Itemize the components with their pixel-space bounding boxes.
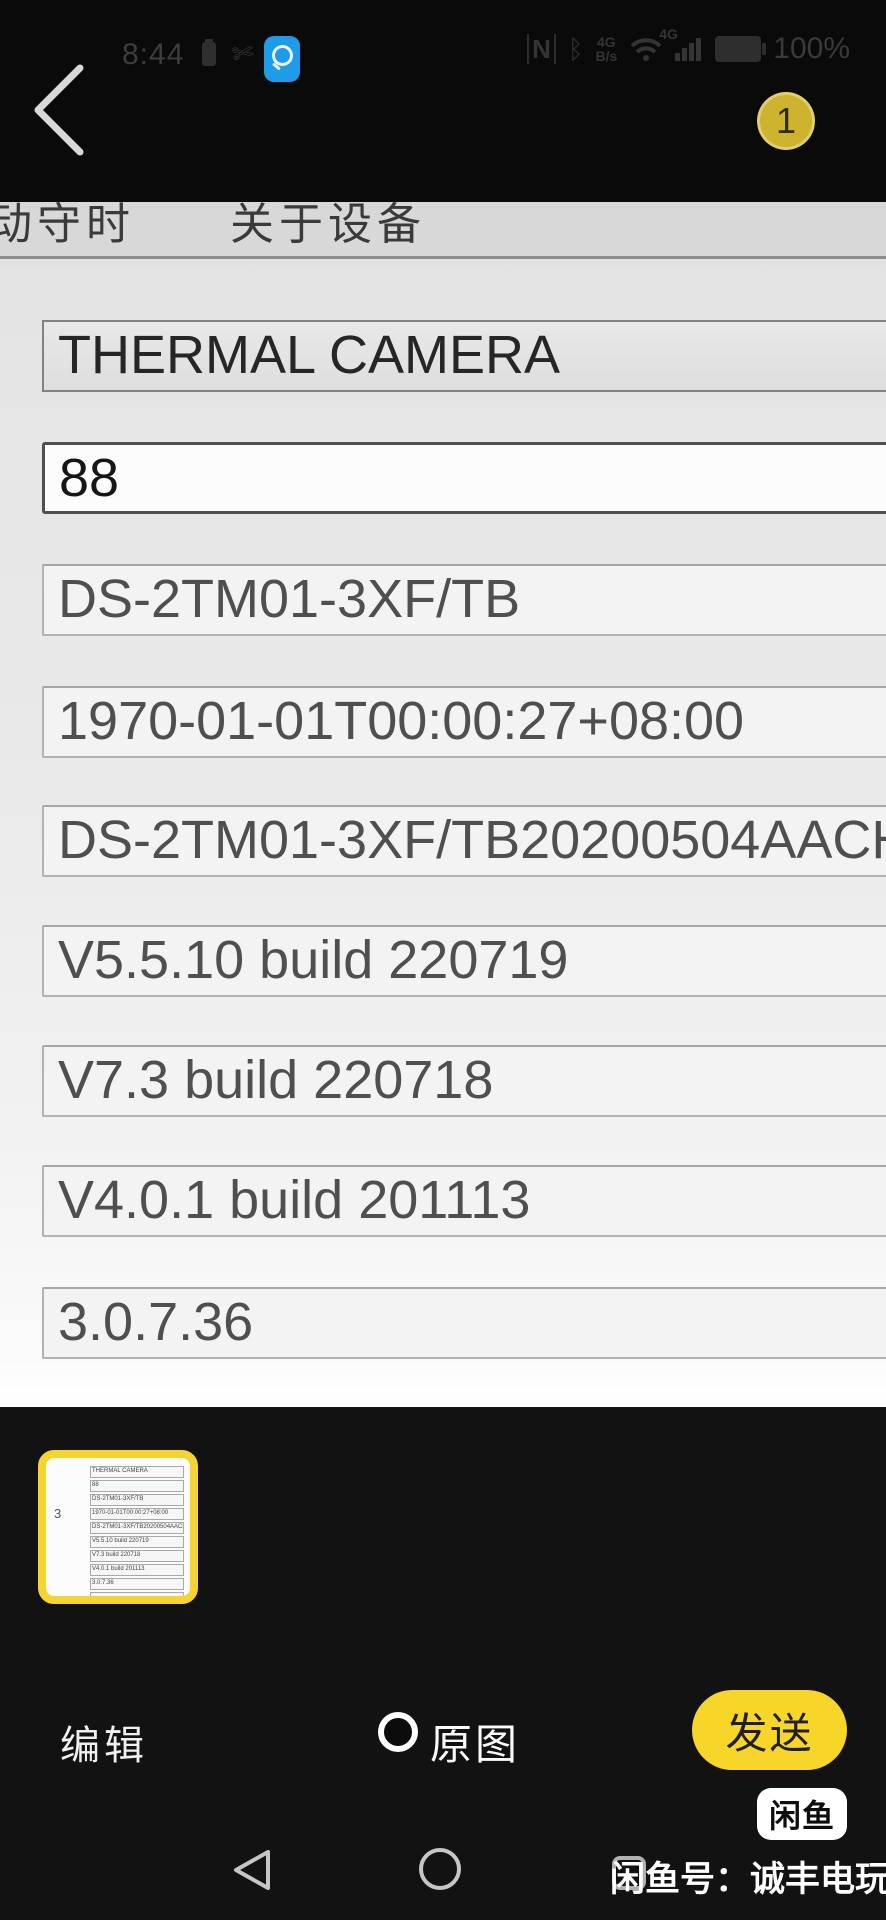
clock: 8:44 [122, 38, 185, 71]
photo-field-device-no: 88 [42, 442, 886, 514]
photo-field-device-name: THERMAL CAMERA [42, 320, 886, 392]
signal-bars-icon: 4G [659, 26, 703, 61]
photo-tab-about-device: 关于设备 [230, 202, 426, 249]
thumbnail-content: THERMAL CAMERA 88 DS-2TM01-3XF/TB 1970-0… [90, 1466, 184, 1596]
recents-icon[interactable] [612, 1856, 646, 1890]
speed-bottom: B/s [595, 48, 618, 64]
battery-percent: 100% [773, 32, 850, 65]
search-icon[interactable] [264, 36, 300, 82]
photo-page-header: 动守时 关于设备 [0, 202, 886, 256]
data-speed-icon: 4G B/s [595, 35, 617, 63]
bluetooth-icon: ᛒ [567, 33, 584, 64]
thumb-line: 88 [90, 1480, 184, 1492]
status-icons: N ᛒ 4G B/s 4G 100% [527, 26, 850, 70]
scissors-icon: ✄ [229, 36, 257, 70]
photo-tab-timing: 动守时 [0, 202, 135, 249]
watermark-text: 闲鱼号：诚丰电玩 [610, 1860, 886, 1899]
thumb-line [90, 1592, 184, 1596]
thumb-line: 3.0.7.36 [90, 1578, 184, 1590]
selected-thumbnail[interactable]: 3 THERMAL CAMERA 88 DS-2TM01-3XF/TB 1970… [38, 1450, 198, 1604]
magnifier-lens [272, 45, 293, 66]
android-home-icon[interactable] [419, 1848, 461, 1890]
original-radio[interactable] [378, 1712, 418, 1752]
photo-field-timestamp: 1970-01-01T00:00:27+08:00 [42, 686, 886, 758]
battery-icon [715, 36, 767, 62]
photo-field-firmware-version: V5.5.10 build 220719 [42, 925, 886, 997]
photo-field-plugin-version: 3.0.7.36 [42, 1287, 886, 1359]
xianyu-logo: 闲鱼 [757, 1788, 847, 1840]
bottom-panel: 3 THERMAL CAMERA 88 DS-2TM01-3XF/TB 1970… [0, 1407, 886, 1920]
selected-count-badge[interactable]: 1 [757, 92, 815, 150]
original-label[interactable]: 原图 [430, 1721, 521, 1768]
thumb-line: DS-2TM01-3XF/TB20200504AACH [90, 1522, 184, 1534]
mini-battery-icon [202, 39, 216, 66]
photo-field-web-version: V4.0.1 build 201113 [42, 1165, 886, 1237]
thumb-line: V5.5.10 build 220719 [90, 1536, 184, 1548]
wifi-icon [630, 38, 662, 61]
back-icon[interactable] [28, 60, 94, 160]
network-type: 4G [659, 25, 678, 42]
edit-button[interactable]: 编辑 [60, 1724, 148, 1768]
speed-top: 4G [597, 34, 616, 50]
android-back-icon[interactable] [226, 1846, 276, 1894]
thumbnail-marker: 3 [54, 1506, 62, 1521]
send-button[interactable]: 发送 [692, 1690, 847, 1770]
thumb-line: V4.0.1 build 201113 [90, 1564, 184, 1576]
thumb-line: DS-2TM01-3XF/TB [90, 1494, 184, 1506]
photo-field-serial: DS-2TM01-3XF/TB20200504AACH [42, 805, 886, 877]
photo-field-encoding-version: V7.3 build 220718 [42, 1045, 886, 1117]
status-bar: 8:44 ✄ N ᛒ 4G B/s 4G 100% [0, 0, 886, 82]
photo-field-model: DS-2TM01-3XF/TB [42, 564, 886, 636]
thumb-line: THERMAL CAMERA [90, 1466, 184, 1478]
photo-header-divider [0, 256, 886, 259]
thumb-line: 1970-01-01T00:00:27+08:00 [90, 1508, 184, 1520]
thumb-line: V7.3 build 220718 [90, 1550, 184, 1562]
nfc-icon: N [527, 34, 556, 64]
photo-preview[interactable]: 动守时 关于设备 THERMAL CAMERA 88 DS-2TM01-3XF/… [0, 202, 886, 1407]
